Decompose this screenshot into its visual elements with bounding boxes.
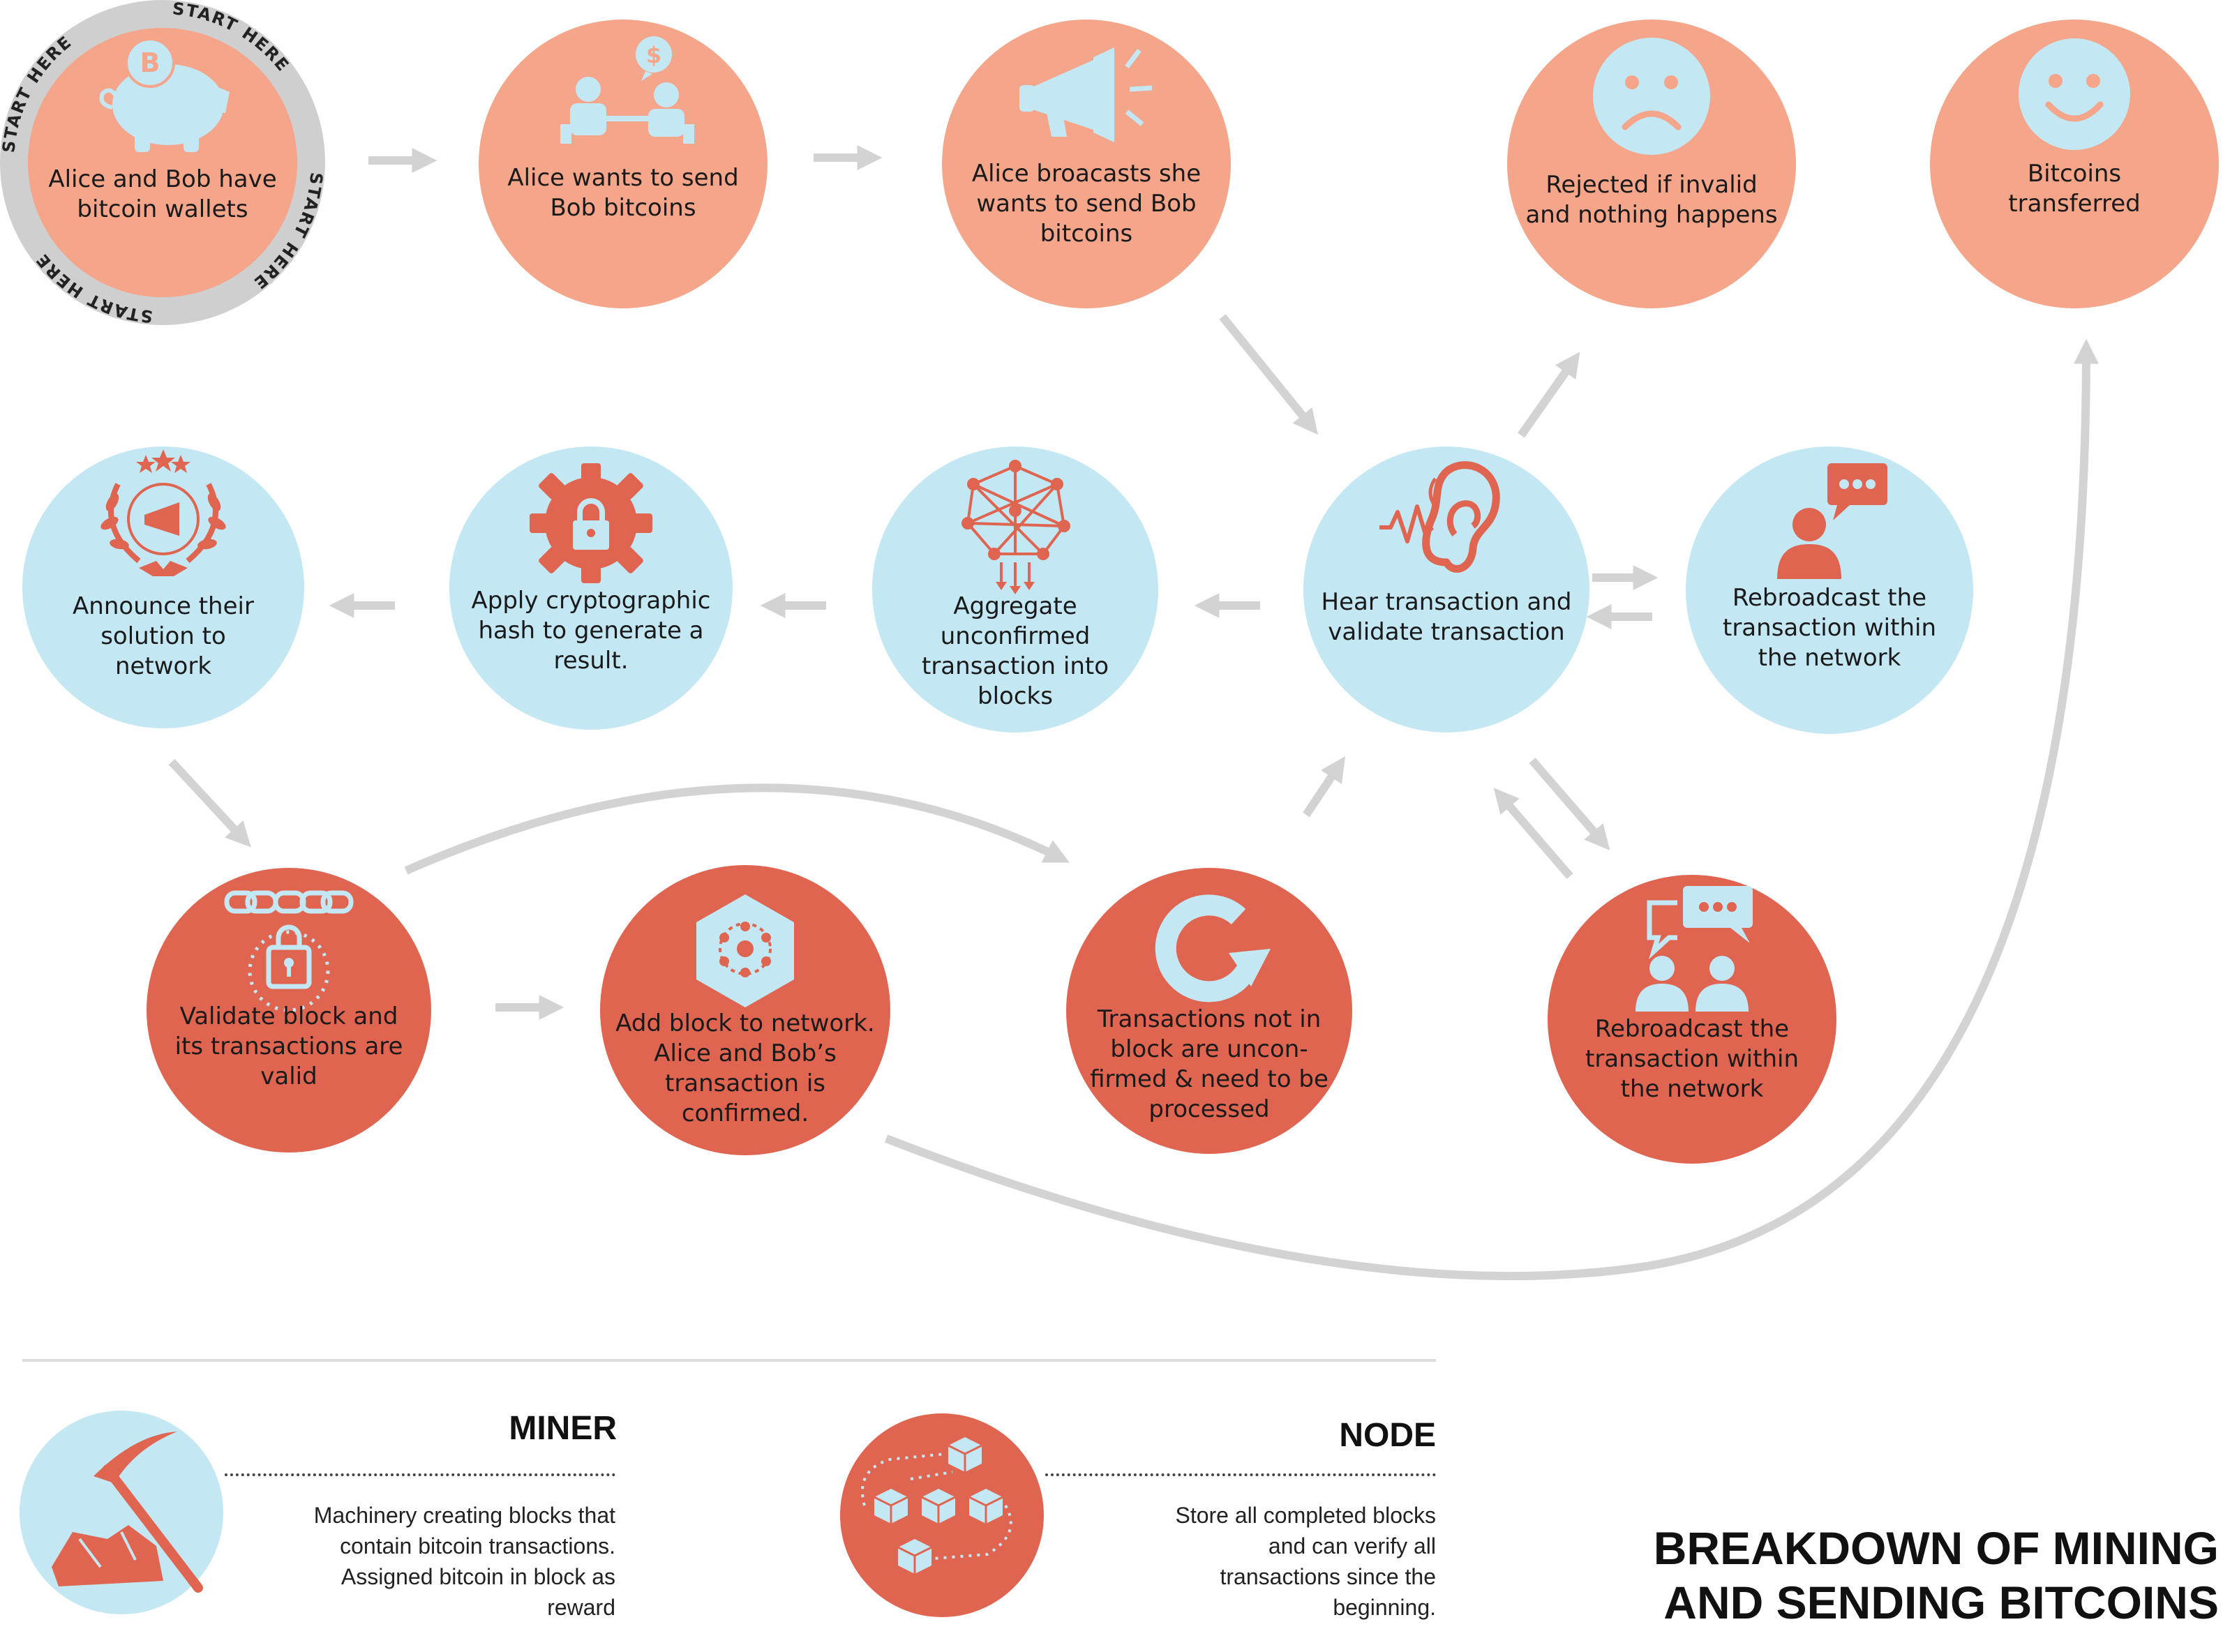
arrow-rebroadcast-bottom-to-hear — [1493, 788, 1573, 879]
legend-miner-title: MINER — [509, 1410, 617, 1447]
arrow-broadcast-to-hear — [1219, 314, 1319, 435]
piggy-bank-icon: B — [99, 38, 230, 152]
happy-face-icon — [2019, 38, 2130, 150]
step-add-block: Add block to network. Alice and Bob’s tr… — [600, 865, 890, 1155]
step-not-in-block-label: Transactions not in block are uncon- fir… — [1090, 1005, 1328, 1123]
refresh-icon — [1155, 894, 1271, 1003]
arrow-notin-to-hear — [1303, 756, 1345, 818]
legend-node-dotline — [1045, 1473, 1436, 1476]
arc-add-to-transferred — [884, 338, 2099, 1281]
megaphone-icon — [1019, 47, 1153, 142]
arrow-hear-to-rejected — [1518, 352, 1580, 438]
step-validate-block-label: Validate block and its transactions are … — [174, 1003, 403, 1090]
group-chat-icon — [1636, 886, 1753, 1012]
laurel-megaphone-icon — [100, 449, 226, 576]
arrow-announce-to-validate — [168, 758, 251, 848]
person-chat-icon — [1777, 463, 1887, 579]
legend-miner-circle — [20, 1411, 223, 1614]
step-rebroadcast-bottom: Rebroadcast the transaction within the n… — [1548, 875, 1836, 1164]
step-wallets: B Alice and Bob have bitcoin wallets — [28, 28, 297, 297]
step-hear-label: Hear transaction and validate transactio… — [1321, 588, 1572, 646]
hexagon-network-icon — [696, 894, 794, 1007]
step-rejected-label: Rejected if invalid and nothing happens — [1525, 171, 1778, 229]
step-broadcasts-label: Alice broacasts she wants to send Bob bi… — [971, 160, 1202, 248]
step-aggregate: Aggregate unconfirmed transaction into b… — [872, 446, 1158, 733]
step-hash-label: Apply cryptographic hash to generate a r… — [471, 587, 711, 675]
pickaxe-rock-icon — [52, 1432, 203, 1593]
arc-validate-to-notin — [404, 783, 1070, 875]
step-wallets-label: Alice and Bob have bitcoin wallets — [48, 165, 277, 223]
step-validate-block: Validate block and its transactions are … — [147, 868, 431, 1152]
arrow-hear-to-rebroadcast-bottom — [1529, 758, 1610, 850]
step-announce-label: Announce their solution to network — [73, 592, 254, 680]
main-title-line1: BREAKDOWN OF MINING — [1653, 1522, 2219, 1574]
svg-text:$: $ — [646, 42, 661, 68]
legend-node-title: NODE — [1339, 1417, 1436, 1454]
step-rebroadcast-top-label: Rebroadcast the transaction within the n… — [1723, 584, 1936, 672]
sad-face-icon — [1593, 38, 1710, 155]
step-aggregate-label: Aggregate unconfirmed transaction into b… — [922, 592, 1109, 710]
ear-sound-icon — [1379, 461, 1500, 573]
legend-miner-desc: Machinery creating blocks that contain b… — [313, 1503, 615, 1620]
legend-miner-dotline — [225, 1473, 615, 1476]
network-head-icon — [961, 460, 1070, 594]
meeting-people-icon: $ — [560, 36, 694, 144]
step-rebroadcast-top: Rebroadcast the transaction within the n… — [1686, 446, 1973, 734]
step-wants-send: $ Alice wants to send Bob bitcoins — [479, 20, 768, 308]
step-hear: Hear transaction and validate transactio… — [1303, 446, 1589, 733]
gear-lock-icon — [530, 463, 652, 583]
legend-node-circle — [840, 1413, 1044, 1617]
step-wants-send-label: Alice wants to send Bob bitcoins — [507, 164, 739, 222]
legend-node-desc: Store all completed blocks and can verif… — [1175, 1503, 1436, 1620]
main-title: BREAKDOWN OF MINING AND SENDING BITCOINS — [1654, 1521, 2219, 1630]
step-rebroadcast-bottom-label: Rebroadcast the transaction within the n… — [1585, 1015, 1799, 1103]
main-title-line2: AND SENDING BITCOINS — [1663, 1577, 2219, 1628]
legend-divider — [22, 1359, 1436, 1362]
step-broadcasts: Alice broacasts she wants to send Bob bi… — [942, 20, 1231, 308]
chain-lock-icon — [224, 890, 354, 1012]
svg-text:B: B — [140, 47, 160, 78]
step-transferred: Bitcoins transferred — [1930, 20, 2219, 308]
step-announce: Announce their solution to network — [22, 446, 304, 728]
step-not-in-block: Transactions not in block are uncon- fir… — [1066, 868, 1352, 1154]
blockchain-cubes-icon — [860, 1437, 1012, 1574]
step-rejected: Rejected if invalid and nothing happens — [1507, 20, 1796, 308]
step-add-block-label: Add block to network. Alice and Bob’s tr… — [615, 1009, 875, 1127]
step-hash: Apply cryptographic hash to generate a r… — [449, 446, 733, 730]
step-transferred-label: Bitcoins transferred — [2008, 160, 2141, 218]
